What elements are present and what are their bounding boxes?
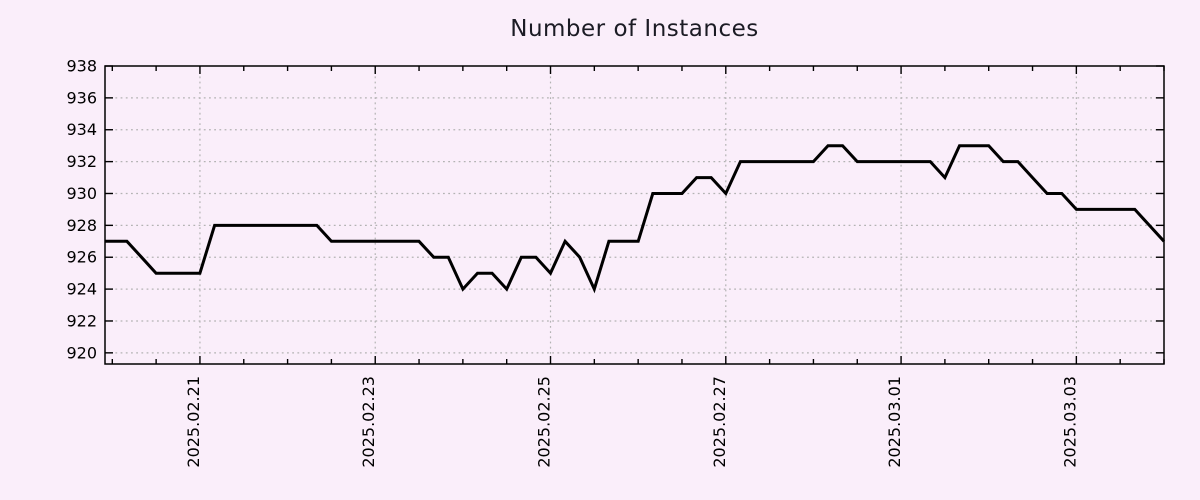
y-tick-label: 928 xyxy=(66,216,97,235)
y-tick-label: 924 xyxy=(66,280,97,299)
y-tick-label: 936 xyxy=(66,88,97,107)
x-tick-label: 2025.03.01 xyxy=(885,376,904,468)
x-tick-label: 2025.02.21 xyxy=(184,376,203,468)
series-line xyxy=(105,144,1166,294)
y-tick-label: 938 xyxy=(66,57,97,76)
y-tick-label: 934 xyxy=(66,120,97,139)
y-tick-label: 930 xyxy=(66,184,97,203)
x-tick-label: 2025.03.03 xyxy=(1060,376,1079,468)
x-tick-label: 2025.02.25 xyxy=(535,376,554,468)
y-tick-label: 920 xyxy=(66,343,97,362)
plot-border xyxy=(104,65,1165,365)
y-tick-label: 926 xyxy=(66,248,97,267)
y-tick-label: 932 xyxy=(66,152,97,171)
y-tick-label: 922 xyxy=(66,311,97,330)
x-tick-label: 2025.02.27 xyxy=(710,376,729,468)
chart-title: Number of Instances xyxy=(510,16,759,42)
x-tick-label: 2025.02.23 xyxy=(359,376,378,468)
